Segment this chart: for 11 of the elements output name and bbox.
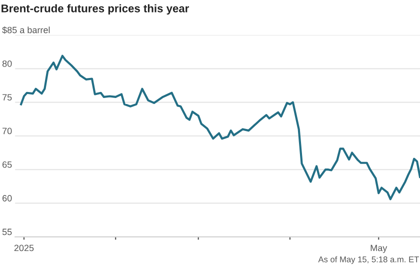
y-tick-label: 70 xyxy=(2,128,12,134)
y-tick-label: 75 xyxy=(2,94,12,101)
y-tick-label: $85 a barrel xyxy=(2,26,50,34)
y-tick-label: 65 xyxy=(2,161,12,168)
y-tick-label: 55 xyxy=(2,228,12,236)
y-tick-label: 60 xyxy=(2,195,12,202)
text: As of May 15, 5:18 a.m. ET xyxy=(318,256,419,264)
y-tick-label: 80 xyxy=(2,60,12,67)
chart-title: Brent-crude futures prices this year xyxy=(2,4,189,15)
x-tick-label: 2025 xyxy=(14,244,34,252)
x-tick-label: May xyxy=(370,244,388,253)
